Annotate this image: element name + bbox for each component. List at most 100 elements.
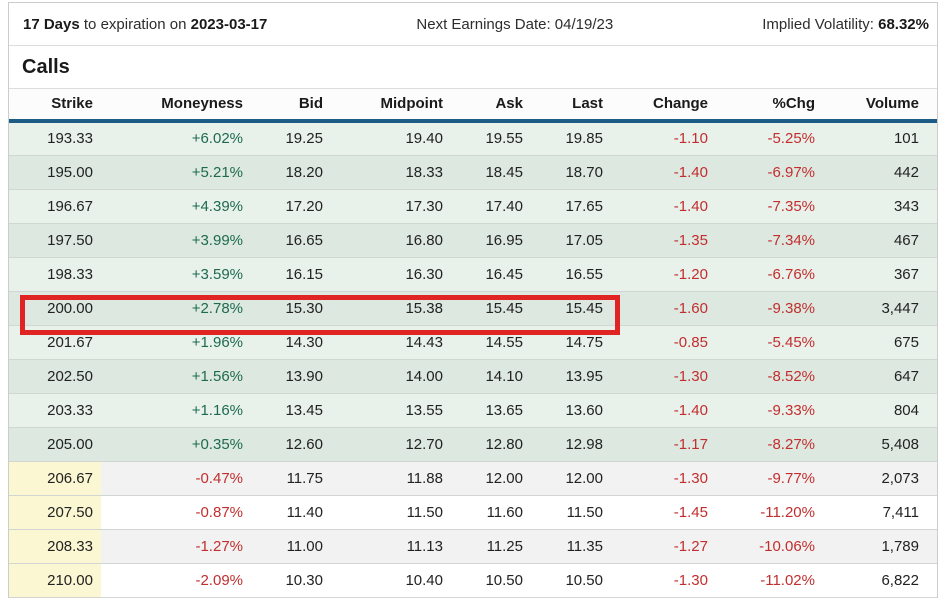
pctchg-cell: -9.38% (716, 291, 823, 326)
calls-table-body: 193.33 +6.02% 19.25 19.40 19.55 19.85 -1… (9, 121, 937, 598)
table-row[interactable]: 206.67 -0.47% 11.75 11.88 12.00 12.00 -1… (9, 461, 937, 496)
volume-cell: 6,822 (823, 563, 937, 598)
change-cell: -1.60 (611, 291, 716, 326)
last-cell: 17.65 (531, 189, 611, 224)
last-cell: 12.00 (531, 461, 611, 496)
change-cell: -1.35 (611, 223, 716, 258)
last-cell: 13.95 (531, 359, 611, 394)
ask-cell: 12.00 (451, 461, 531, 496)
pctchg-cell: -11.02% (716, 563, 823, 598)
midpoint-cell: 19.40 (331, 121, 451, 156)
table-row[interactable]: 201.67 +1.96% 14.30 14.43 14.55 14.75 -0… (9, 325, 937, 360)
ask-cell: 13.65 (451, 393, 531, 428)
midpoint-cell: 11.88 (331, 461, 451, 496)
bid-cell: 12.60 (251, 427, 331, 462)
moneyness-cell: +2.78% (101, 291, 251, 326)
volume-cell: 467 (823, 223, 937, 258)
column-header-change: Change (611, 89, 716, 123)
ask-cell: 17.40 (451, 189, 531, 224)
midpoint-cell: 17.30 (331, 189, 451, 224)
volume-cell: 101 (823, 121, 937, 156)
change-cell: -1.17 (611, 427, 716, 462)
table-row[interactable]: 203.33 +1.16% 13.45 13.55 13.65 13.60 -1… (9, 393, 937, 428)
moneyness-cell: +1.96% (101, 325, 251, 360)
column-header-pctchg: %Chg (716, 89, 823, 123)
column-header-bid: Bid (251, 89, 331, 123)
table-row[interactable]: 205.00 +0.35% 12.60 12.70 12.80 12.98 -1… (9, 427, 937, 462)
midpoint-cell: 11.13 (331, 529, 451, 564)
change-cell: -1.45 (611, 495, 716, 530)
midpoint-cell: 14.00 (331, 359, 451, 394)
midpoint-cell: 14.43 (331, 325, 451, 360)
midpoint-cell: 15.38 (331, 291, 451, 326)
strike-cell: 207.50 (9, 495, 101, 530)
volume-cell: 442 (823, 155, 937, 190)
pctchg-cell: -6.76% (716, 257, 823, 292)
table-row-highlighted[interactable]: 200.00 +2.78% 15.30 15.38 15.45 15.45 -1… (9, 291, 937, 326)
strike-cell: 193.33 (9, 121, 101, 156)
midpoint-cell: 13.55 (331, 393, 451, 428)
table-row[interactable]: 198.33 +3.59% 16.15 16.30 16.45 16.55 -1… (9, 257, 937, 292)
pctchg-cell: -8.52% (716, 359, 823, 394)
table-row[interactable]: 202.50 +1.56% 13.90 14.00 14.10 13.95 -1… (9, 359, 937, 394)
pctchg-cell: -9.77% (716, 461, 823, 496)
table-row[interactable]: 197.50 +3.99% 16.65 16.80 16.95 17.05 -1… (9, 223, 937, 258)
bid-cell: 16.15 (251, 257, 331, 292)
table-row[interactable]: 207.50 -0.87% 11.40 11.50 11.60 11.50 -1… (9, 495, 937, 530)
strike-cell: 197.50 (9, 223, 101, 258)
table-row[interactable]: 196.67 +4.39% 17.20 17.30 17.40 17.65 -1… (9, 189, 937, 224)
bid-cell: 11.75 (251, 461, 331, 496)
last-cell: 14.75 (531, 325, 611, 360)
moneyness-cell: +5.21% (101, 155, 251, 190)
pctchg-cell: -7.35% (716, 189, 823, 224)
change-cell: -1.30 (611, 461, 716, 496)
table-row[interactable]: 195.00 +5.21% 18.20 18.33 18.45 18.70 -1… (9, 155, 937, 190)
strike-cell: 195.00 (9, 155, 101, 190)
midpoint-cell: 18.33 (331, 155, 451, 190)
column-header-ask: Ask (451, 89, 531, 123)
last-cell: 11.50 (531, 495, 611, 530)
volume-cell: 2,073 (823, 461, 937, 496)
table-row[interactable]: 210.00 -2.09% 10.30 10.40 10.50 10.50 -1… (9, 563, 937, 598)
implied-volatility-value: 68.32% (878, 15, 929, 33)
moneyness-cell: -0.47% (101, 461, 251, 496)
pctchg-cell: -8.27% (716, 427, 823, 462)
moneyness-cell: +3.99% (101, 223, 251, 258)
midpoint-cell: 16.80 (331, 223, 451, 258)
last-cell: 12.98 (531, 427, 611, 462)
table-row[interactable]: 193.33 +6.02% 19.25 19.40 19.55 19.85 -1… (9, 121, 937, 156)
moneyness-cell: +1.56% (101, 359, 251, 394)
strike-cell: 200.00 (9, 291, 101, 326)
bid-cell: 15.30 (251, 291, 331, 326)
bid-cell: 14.30 (251, 325, 331, 360)
expiration-mid-text: to expiration on (79, 15, 191, 33)
change-cell: -0.85 (611, 325, 716, 360)
ask-cell: 12.80 (451, 427, 531, 462)
expiration-info-bar: 17 Days to expiration on 2023-03-17 Next… (9, 3, 937, 46)
next-earnings-date: Next Earnings Date: 04/19/23 (416, 15, 614, 33)
moneyness-cell: -0.87% (101, 495, 251, 530)
volume-cell: 647 (823, 359, 937, 394)
ask-cell: 16.95 (451, 223, 531, 258)
pctchg-cell: -5.25% (716, 121, 823, 156)
change-cell: -1.10 (611, 121, 716, 156)
strike-cell: 205.00 (9, 427, 101, 462)
midpoint-cell: 10.40 (331, 563, 451, 598)
table-row[interactable]: 208.33 -1.27% 11.00 11.13 11.25 11.35 -1… (9, 529, 937, 564)
midpoint-cell: 12.70 (331, 427, 451, 462)
column-header-last: Last (531, 89, 611, 123)
volume-cell: 343 (823, 189, 937, 224)
strike-cell: 201.67 (9, 325, 101, 360)
change-cell: -1.30 (611, 563, 716, 598)
expiration-date: 2023-03-17 (190, 15, 268, 33)
change-cell: -1.40 (611, 393, 716, 428)
column-header-midpoint: Midpoint (331, 89, 451, 123)
volume-cell: 3,447 (823, 291, 937, 326)
strike-cell: 208.33 (9, 529, 101, 564)
strike-cell: 202.50 (9, 359, 101, 394)
ask-cell: 10.50 (451, 563, 531, 598)
column-header-strike: Strike (9, 89, 101, 123)
column-header-moneyness: Moneyness (101, 89, 251, 123)
last-cell: 16.55 (531, 257, 611, 292)
strike-cell: 206.67 (9, 461, 101, 496)
